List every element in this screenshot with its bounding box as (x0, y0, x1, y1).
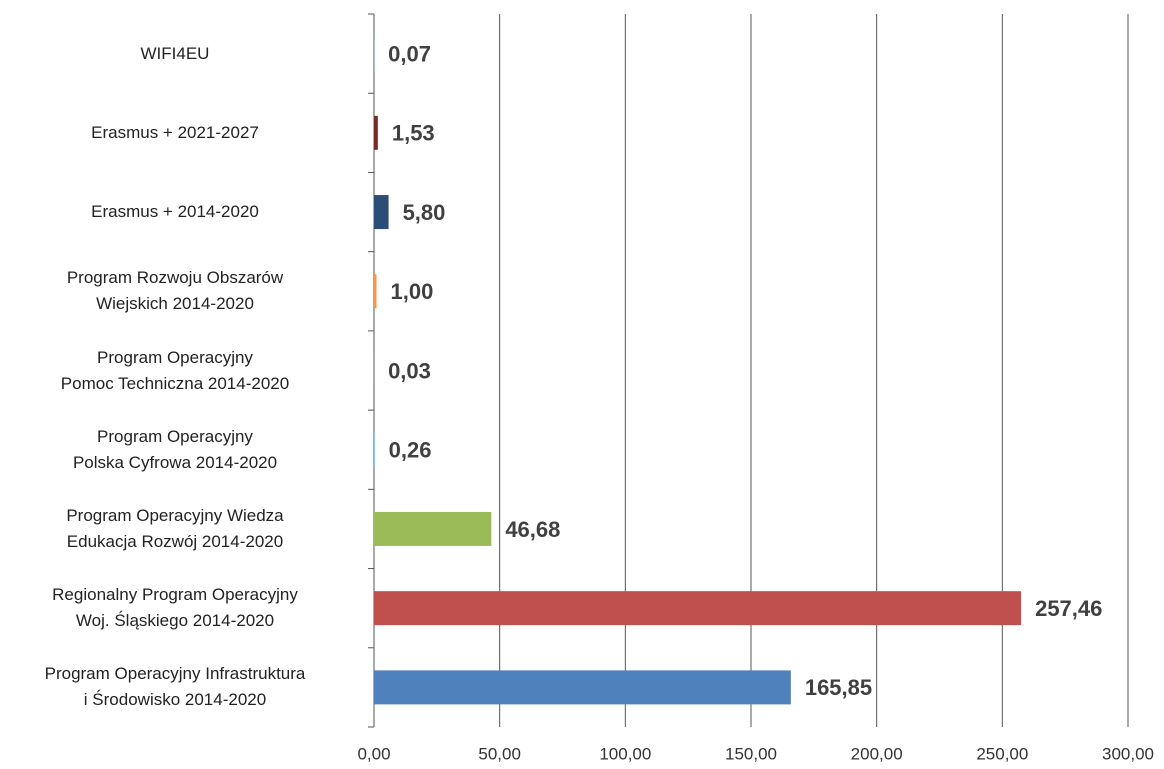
value-label: 1,00 (391, 279, 434, 304)
x-tick-label: 100,00 (599, 744, 651, 763)
value-label: 165,85 (805, 675, 872, 700)
value-label: 0,26 (389, 438, 432, 463)
bar (374, 195, 389, 230)
bar (374, 274, 377, 309)
value-label: 46,68 (505, 517, 560, 542)
bar (374, 670, 791, 705)
y-tick-label: Regionalny Program Operacyjny Woj. Śląsk… (52, 585, 298, 631)
value-label: 0,07 (388, 41, 431, 66)
y-tick-label: Program Operacyjny Polska Cyfrowa 2014-2… (72, 426, 278, 472)
bar (374, 432, 375, 467)
x-tick-label: 250,00 (976, 744, 1028, 763)
value-label: 0,03 (388, 358, 431, 383)
bar (374, 511, 492, 546)
y-tick-label: Program Rozwoju Obszarów Wiejskich 2014-… (66, 268, 284, 314)
bar (374, 115, 378, 150)
y-tick-label: Program Operacyjny Wiedza Edukacja Rozwó… (66, 505, 284, 551)
y-tick-label: Erasmus + 2021-2027 (91, 122, 259, 142)
x-tick-label: 50,00 (478, 744, 521, 763)
y-tick-label: Program Operacyjny Pomoc Techniczna 2014… (60, 347, 290, 393)
y-tick-label: Erasmus + 2014-2020 (91, 202, 259, 222)
x-tick-label: 150,00 (725, 744, 777, 763)
y-tick-label: Program Operacyjny Infrastruktura i Środ… (44, 664, 306, 710)
x-tick-label: 0,00 (357, 744, 390, 763)
x-tick-label: 300,00 (1102, 744, 1154, 763)
value-label: 5,80 (403, 200, 446, 225)
value-label: 257,46 (1035, 596, 1102, 621)
value-label: 1,53 (392, 121, 435, 146)
x-tick-label: 200,00 (851, 744, 903, 763)
bar (374, 591, 1022, 626)
y-tick-label: WIFI4EU (140, 43, 210, 63)
